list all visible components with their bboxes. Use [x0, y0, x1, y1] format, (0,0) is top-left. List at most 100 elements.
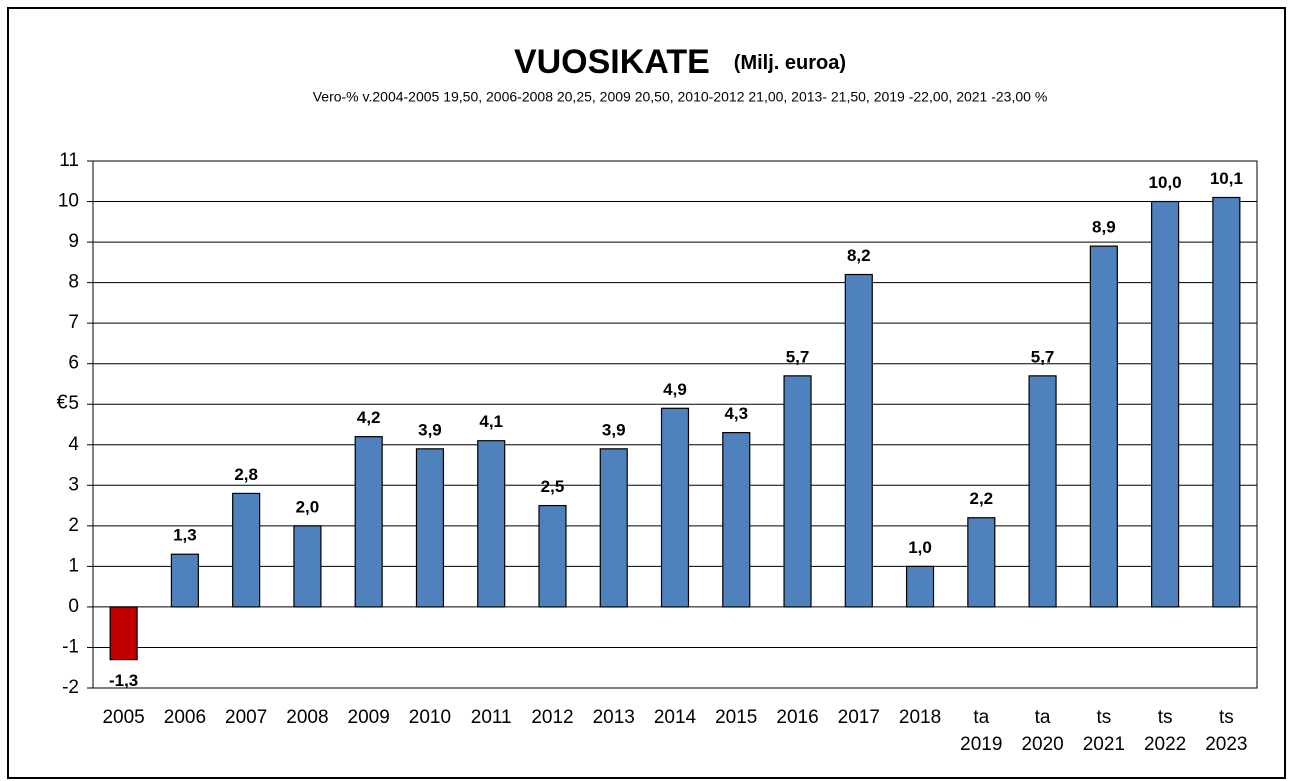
y-axis-label: €	[56, 391, 67, 413]
bar	[232, 492, 261, 608]
value-label: 1,0	[908, 538, 932, 557]
x-tick-label: ts 2022	[1144, 707, 1186, 755]
value-label: 2,2	[969, 489, 993, 508]
value-label: 10,1	[1210, 169, 1243, 188]
x-tick-label: 2015	[715, 707, 757, 728]
value-label: 8,2	[847, 246, 871, 265]
bar	[538, 504, 567, 608]
value-label: 5,7	[1031, 347, 1055, 366]
y-tick-label: 1	[68, 555, 79, 576]
y-tick-label: 8	[68, 272, 79, 293]
x-tick-label-line: 2016	[776, 707, 818, 728]
bar	[783, 375, 812, 608]
y-tick-label: 0	[68, 596, 79, 617]
value-label: 4,1	[479, 412, 503, 431]
bar	[1028, 375, 1057, 608]
value-label: 8,9	[1092, 218, 1116, 237]
value-label: 5,7	[786, 347, 810, 366]
x-tick-label: 2012	[531, 707, 573, 728]
bar	[477, 440, 506, 608]
x-tick-label-line: 2021	[1083, 734, 1125, 755]
plot-area	[92, 160, 1258, 689]
x-tick-label: ts 2023	[1205, 707, 1247, 755]
bar	[660, 407, 690, 608]
x-tick-label: 2006	[164, 707, 206, 728]
y-tick-label: 11	[59, 150, 79, 171]
bar	[1212, 196, 1241, 608]
bar	[170, 553, 199, 608]
chart-title-unit: (Milj. euroa)	[734, 52, 846, 74]
value-label: -1,3	[109, 671, 138, 690]
x-tick-label: 2009	[348, 707, 390, 728]
chart-frame	[7, 7, 1286, 779]
x-tick-label-line: 2009	[348, 707, 390, 728]
bar	[905, 565, 935, 608]
x-tick-label-line: 2017	[838, 707, 880, 728]
y-tick-label: 7	[68, 312, 79, 333]
x-tick-label-line: 2014	[654, 707, 697, 728]
value-label: 3,9	[418, 420, 442, 439]
x-tick-label-line: 2023	[1205, 734, 1247, 755]
x-tick-label-line: 2010	[409, 707, 451, 728]
x-tick-label-line: 2008	[286, 707, 328, 728]
x-tick-label-line: 2012	[531, 707, 573, 728]
x-tick-label: 2018	[899, 707, 941, 728]
value-label: 2,8	[234, 465, 258, 484]
y-tick-label: 2	[68, 515, 79, 536]
x-tick-label: 2014	[654, 707, 697, 728]
bar	[599, 448, 628, 608]
bar	[844, 273, 873, 608]
bar	[967, 517, 996, 608]
x-tick-label-line: ts	[1096, 707, 1111, 728]
x-tick-label-line: 2005	[102, 707, 144, 728]
value-label: 4,2	[357, 408, 381, 427]
x-tick-label-line: 2015	[715, 707, 757, 728]
x-tick-label: 2013	[593, 707, 635, 728]
value-label: 4,3	[724, 404, 748, 423]
chart-subtitle: Vero-% v.2004-2005 19,50, 2006-2008 20,2…	[313, 89, 1048, 105]
x-tick-label: 2008	[286, 707, 328, 728]
y-tick-label: 3	[68, 474, 79, 495]
x-tick-label-line: 2022	[1144, 734, 1186, 755]
x-tick-label: ta 2020	[1021, 707, 1063, 755]
x-tick-label: 2016	[776, 707, 818, 728]
bar	[109, 606, 138, 661]
value-label: 4,9	[663, 380, 687, 399]
chart-title-group: VUOSIKATE (Milj. euroa)	[514, 43, 846, 81]
x-tick-label-line: 2007	[225, 707, 267, 728]
x-tick-label-line: 2019	[960, 734, 1002, 755]
x-tick-label-line: ta	[1035, 707, 1051, 728]
x-tick-label-line: 2006	[164, 707, 206, 728]
y-tick-label: 5	[68, 393, 79, 414]
x-tick-label-line: 2011	[471, 707, 512, 728]
y-tick-label: 10	[58, 191, 79, 212]
chart-title: VUOSIKATE	[514, 43, 710, 81]
x-tick-label: 2017	[838, 707, 880, 728]
x-tick-label: ta 2019	[960, 707, 1002, 755]
value-label: 1,3	[173, 526, 197, 545]
x-tick-label: 2011	[471, 707, 512, 728]
x-tick-label: 2010	[409, 707, 451, 728]
bar	[1089, 245, 1118, 608]
x-tick-label: 2007	[225, 707, 267, 728]
x-tick-label-line: ta	[973, 707, 989, 728]
bar	[293, 525, 322, 608]
y-tick-label: -1	[62, 636, 79, 657]
bar	[354, 436, 383, 608]
x-tick-label-line: ts	[1219, 707, 1234, 728]
bar	[415, 448, 445, 608]
y-tick-label: 4	[68, 434, 79, 455]
value-label: 2,5	[541, 477, 565, 496]
x-tick-label-line: ts	[1158, 707, 1173, 728]
y-tick-label: 6	[68, 353, 79, 374]
x-tick-label-line: 2013	[593, 707, 635, 728]
x-tick-label-line: 2018	[899, 707, 941, 728]
bar	[722, 432, 751, 608]
value-label: 3,9	[602, 420, 626, 439]
value-label: 2,0	[296, 497, 320, 516]
bar	[1151, 200, 1180, 608]
value-label: 10,0	[1149, 173, 1182, 192]
y-tick-label: 9	[68, 231, 79, 252]
